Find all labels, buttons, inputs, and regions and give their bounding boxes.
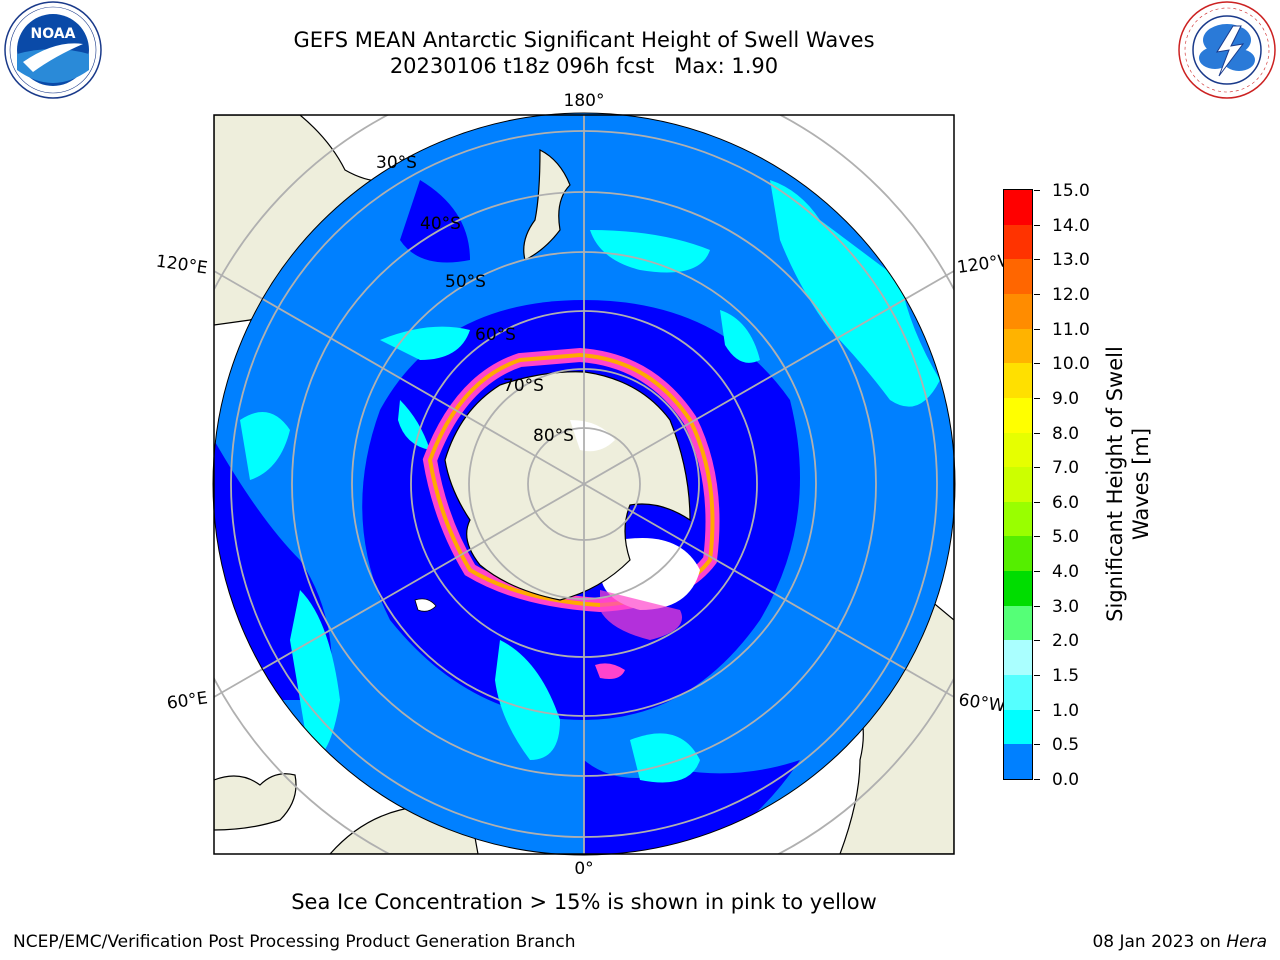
colorbar-segment bbox=[1004, 432, 1032, 468]
madagascar-land bbox=[214, 773, 297, 831]
kerguelen-island bbox=[414, 598, 437, 612]
sea-ice-note: Sea Ice Concentration > 15% is shown in … bbox=[291, 890, 877, 914]
footer-date-text: 08 Jan 2023 on bbox=[1092, 932, 1227, 952]
colorbar-tick: 4.0 bbox=[1034, 563, 1079, 581]
new-zealand-land bbox=[523, 149, 571, 261]
colorbar-tick: 10.0 bbox=[1034, 355, 1090, 373]
ice-floe-patch bbox=[595, 663, 625, 679]
colorbar-tick: 9.0 bbox=[1034, 390, 1079, 408]
ocean-low-swell-north bbox=[400, 180, 470, 263]
colorbar-segment bbox=[1004, 744, 1032, 780]
colorbar-segment bbox=[1004, 363, 1032, 399]
footer-date: 08 Jan 2023 on Hera bbox=[1092, 932, 1267, 952]
lat-label-30s: 30°S bbox=[376, 153, 417, 173]
cyan-patch-7 bbox=[380, 326, 470, 360]
graticule bbox=[214, 115, 954, 854]
lat-label-80s: 80°S bbox=[533, 426, 574, 446]
colorbar-segment bbox=[1004, 640, 1032, 676]
lon-label-60w: 60°W bbox=[957, 690, 1006, 716]
colorbar-segment bbox=[1004, 571, 1032, 607]
colorbar-tick: 0.0 bbox=[1034, 771, 1079, 789]
colorbar-tick: 1.0 bbox=[1034, 702, 1079, 720]
colorbar-tick: 11.0 bbox=[1034, 321, 1090, 339]
map-frame bbox=[213, 114, 955, 855]
colorbar-segment bbox=[1004, 190, 1032, 226]
colorbar-segment bbox=[1004, 224, 1032, 260]
chart-title: GEFS MEAN Antarctic Significant Height o… bbox=[293, 28, 875, 52]
colorbar-tick: 5.0 bbox=[1034, 528, 1079, 546]
colorbar-segment bbox=[1004, 293, 1032, 330]
lat-label-40s: 40°S bbox=[420, 214, 461, 234]
colorbar-segment bbox=[1004, 259, 1032, 295]
cyan-patch-6 bbox=[495, 640, 560, 760]
lon-label-0: 0° bbox=[574, 859, 593, 879]
colorbar-tick: 7.0 bbox=[1034, 459, 1079, 477]
colorbar-segment bbox=[1004, 536, 1032, 572]
cyan-patch-3 bbox=[720, 310, 760, 363]
lon-label-120e: 120°E bbox=[155, 252, 209, 279]
colorbar-label-line1: Significant Height of Swell bbox=[1103, 346, 1127, 622]
colorbar-segment bbox=[1004, 675, 1032, 711]
cyan-patch-5 bbox=[290, 590, 340, 760]
footer-credit: NCEP/EMC/Verification Post Processing Pr… bbox=[13, 932, 576, 952]
noaa-logo-text: NOAA bbox=[31, 26, 76, 42]
colorbar-segment bbox=[1004, 397, 1032, 434]
cyan-patch-1 bbox=[590, 230, 710, 273]
ocean-low-swell-patch bbox=[584, 760, 800, 855]
lon-label-60e: 60°E bbox=[166, 688, 209, 713]
colorbar-tick: 3.0 bbox=[1034, 598, 1079, 616]
colorbar-label: Significant Height of Swell Waves [m] bbox=[1102, 324, 1154, 644]
colorbar-tick: 1.5 bbox=[1034, 667, 1079, 685]
noaa-logo: NOAA bbox=[4, 1, 102, 99]
antarctica-land bbox=[444, 371, 691, 601]
footer-machine: Hera bbox=[1226, 932, 1267, 952]
lat-label-50s: 50°S bbox=[445, 272, 486, 292]
cyan-patch-9 bbox=[398, 400, 430, 450]
colorbar-segment bbox=[1004, 328, 1032, 364]
lat-label-60s: 60°S bbox=[475, 325, 516, 345]
colorbar-segment bbox=[1004, 605, 1032, 641]
chart-subtitle: 20230106 t18z 096h fcst Max: 1.90 bbox=[389, 54, 779, 78]
lat-label-70s: 70°S bbox=[503, 376, 544, 396]
colorbar-tick: 15.0 bbox=[1034, 182, 1090, 200]
cyan-patch-8 bbox=[630, 733, 700, 783]
colorbar-label-line2: Waves [m] bbox=[1129, 427, 1153, 541]
cyan-patch-4 bbox=[240, 412, 290, 480]
colorbar-segment bbox=[1004, 501, 1032, 537]
colorbar-tick: 0.5 bbox=[1034, 736, 1079, 754]
colorbar-tick: 8.0 bbox=[1034, 425, 1079, 443]
colorbar-tick: 6.0 bbox=[1034, 494, 1079, 512]
weddell-ice-patch bbox=[600, 590, 682, 640]
colorbar-segment bbox=[1004, 709, 1032, 745]
colorbar-tick: 13.0 bbox=[1034, 251, 1090, 269]
colorbar-tick: 14.0 bbox=[1034, 217, 1090, 235]
colorbar-segment bbox=[1004, 467, 1032, 503]
cyan-patch-2 bbox=[770, 180, 940, 407]
colorbar-tick: 12.0 bbox=[1034, 286, 1090, 304]
map-boundary bbox=[212, 112, 956, 856]
lon-label-180: 180° bbox=[564, 91, 605, 111]
colorbar bbox=[1003, 189, 1033, 780]
colorbar-tick: 2.0 bbox=[1034, 632, 1079, 650]
nws-logo bbox=[1178, 1, 1276, 99]
